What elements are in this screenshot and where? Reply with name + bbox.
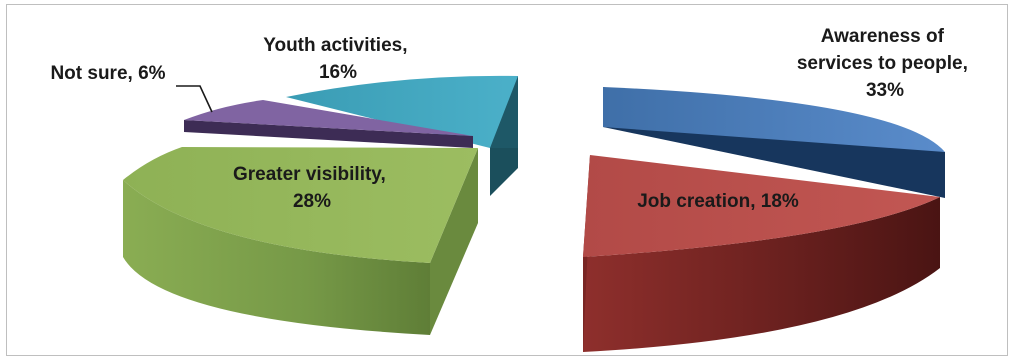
slice-job-creation-side [583, 197, 940, 352]
slice-youth-activities-top [286, 75, 518, 148]
slice-not-sure-side [184, 120, 473, 148]
slice-awareness-top [603, 87, 945, 152]
slice-greater-visibility-side [123, 180, 430, 335]
data-label-not-sure: Not sure, 6% [50, 63, 165, 84]
data-label-greater-visibility: Greater visibility, 28% [233, 164, 391, 212]
slice-greater-visibility [123, 147, 478, 335]
slice-youth-activities [286, 75, 518, 196]
data-label-youth-activities: Youth activities, 16% [263, 35, 413, 83]
slice-not-sure-top [184, 100, 473, 136]
slice-awareness [603, 87, 945, 198]
slice-job-creation [583, 155, 940, 352]
data-label-awareness: Awareness of services to people, 33% [797, 26, 973, 101]
slice-greater-visibility-cut [430, 148, 478, 335]
data-label-job-creation: Job creation, 18% [637, 191, 799, 212]
slice-greater-visibility-top [123, 147, 478, 263]
slice-job-creation-top [583, 155, 940, 257]
slice-youth-activities-side-inner [490, 148, 518, 196]
slice-not-sure [184, 100, 473, 148]
leader-line-not-sure [176, 85, 213, 113]
